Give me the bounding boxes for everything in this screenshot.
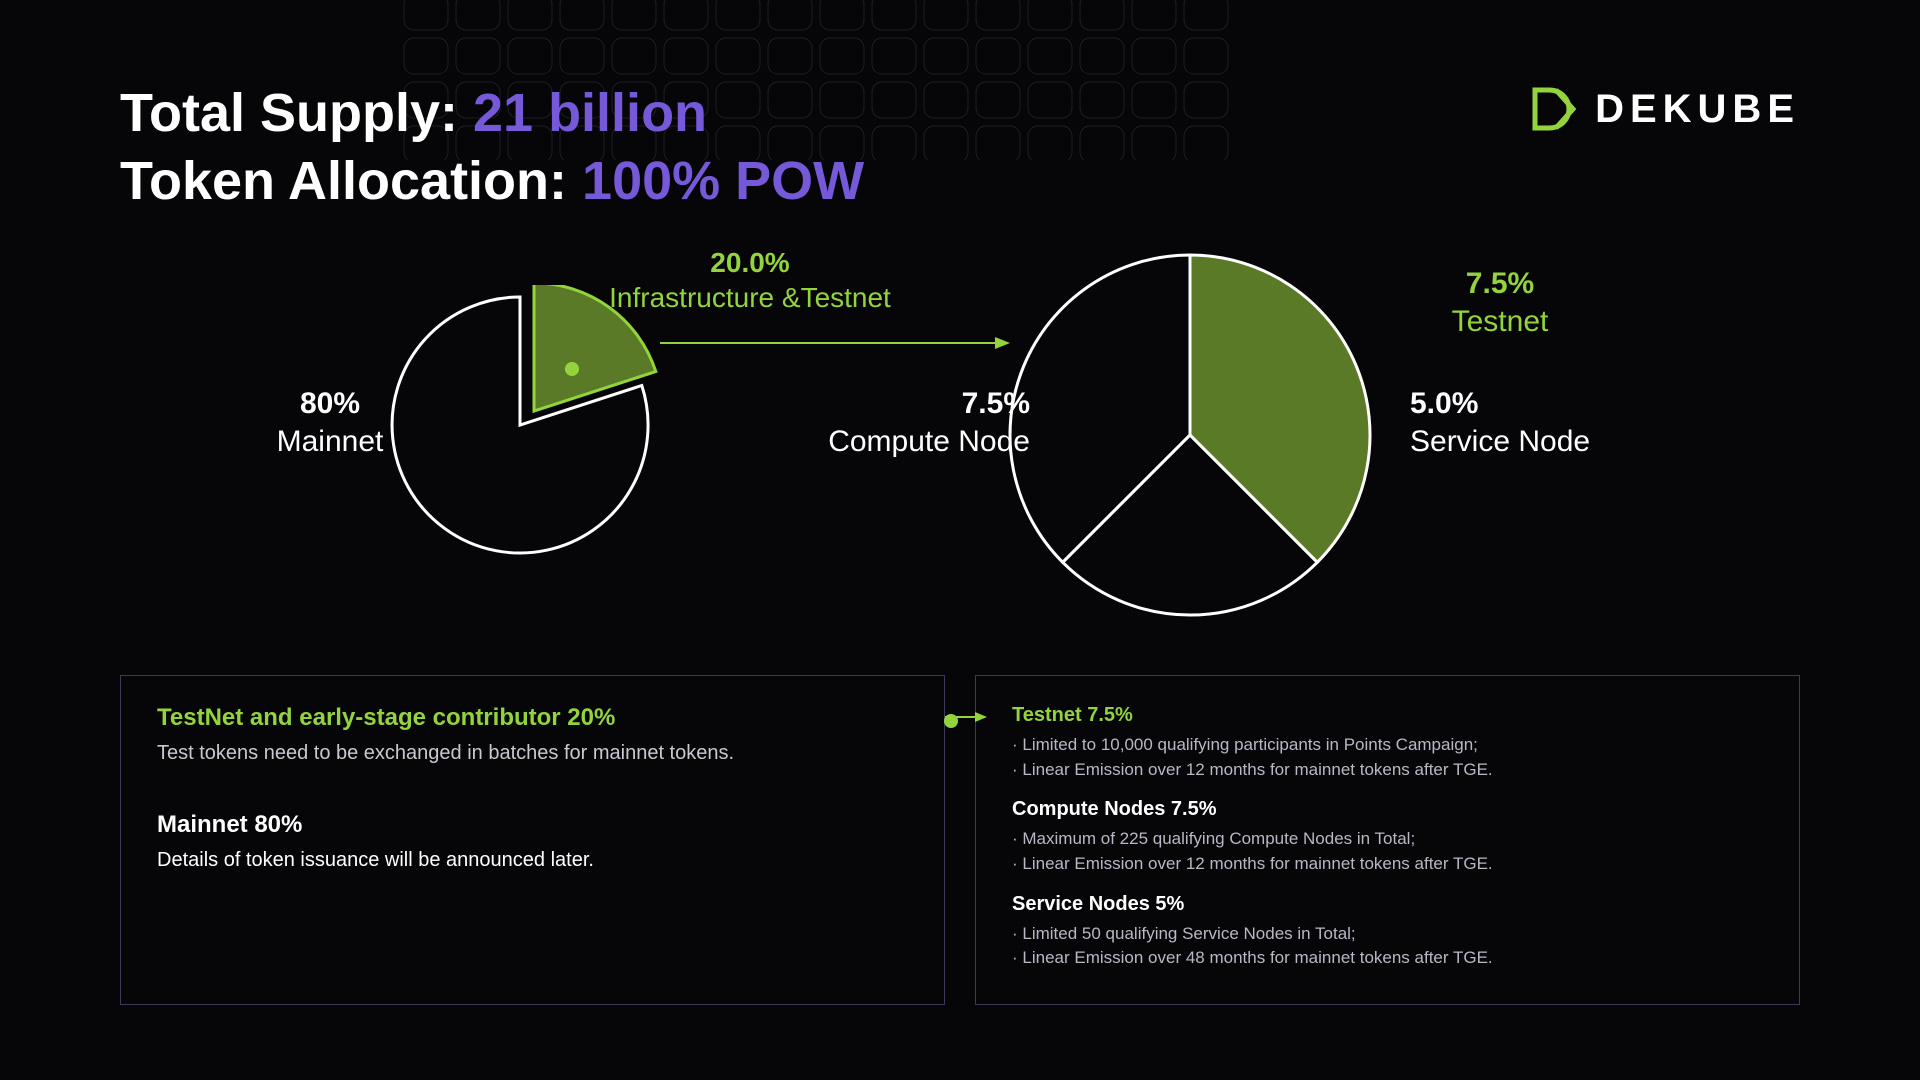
page: DEKUBE Total Supply: 21 billion Token Al… bbox=[0, 0, 1920, 1080]
label-testnet: 7.5% Testnet bbox=[1410, 265, 1590, 340]
label-testnet-pct: 7.5% bbox=[1410, 265, 1590, 303]
brand-logo: DEKUBE bbox=[1531, 86, 1800, 132]
heading-block: Total Supply: 21 billion Token Allocatio… bbox=[120, 80, 864, 215]
right-s1-text: Limited to 10,000 qualifying participant… bbox=[1012, 733, 1763, 782]
label-mainnet: 80% Mainnet bbox=[260, 385, 400, 460]
right-s2-text: Maximum of 225 qualifying Compute Nodes … bbox=[1012, 827, 1763, 876]
label-mainnet-name: Mainnet bbox=[260, 423, 400, 461]
logo-icon bbox=[1531, 86, 1577, 132]
right-s1-line2: Linear Emission over 12 months for mainn… bbox=[1012, 758, 1763, 783]
left-section1-title: TestNet and early-stage contributor 20% bbox=[157, 704, 908, 732]
label-service-node: 5.0% Service Node bbox=[1410, 385, 1630, 460]
left-section2-title: Mainnet 80% bbox=[157, 811, 908, 839]
connector-arrow bbox=[660, 333, 1010, 353]
brand-name: DEKUBE bbox=[1595, 87, 1800, 132]
heading-1-label: Total Supply: bbox=[120, 83, 458, 143]
right-s3-text: Limited 50 qualifying Service Nodes in T… bbox=[1012, 922, 1763, 971]
right-s1-title: Testnet 7.5% bbox=[1012, 704, 1763, 727]
left-section2-text: Details of token issuance will be announ… bbox=[157, 849, 908, 872]
info-box-right: Testnet 7.5% Limited to 10,000 qualifyin… bbox=[975, 675, 1800, 1005]
right-s3-line1: Limited 50 qualifying Service Nodes in T… bbox=[1012, 922, 1763, 947]
heading-2-label: Token Allocation: bbox=[120, 151, 567, 211]
charts-area: 20.0% Infrastructure &Testnet 80% Mainne… bbox=[220, 245, 1620, 665]
right-s3-line2: Linear Emission over 48 months for mainn… bbox=[1012, 946, 1763, 971]
right-s2-line2: Linear Emission over 12 months for mainn… bbox=[1012, 852, 1763, 877]
heading-line-2: Token Allocation: 100% POW bbox=[120, 148, 864, 216]
right-s2-line1: Maximum of 225 qualifying Compute Nodes … bbox=[1012, 827, 1763, 852]
right-s1-line1: Limited to 10,000 qualifying participant… bbox=[1012, 733, 1763, 758]
heading-1-value: 21 billion bbox=[473, 83, 707, 143]
label-service-name: Service Node bbox=[1410, 423, 1630, 461]
label-service-pct: 5.0% bbox=[1410, 385, 1630, 423]
label-testnet-name: Testnet bbox=[1410, 303, 1590, 341]
heading-line-1: Total Supply: 21 billion bbox=[120, 80, 864, 148]
pie-chart-breakdown bbox=[990, 235, 1390, 635]
heading-2-value: 100% POW bbox=[582, 151, 864, 211]
right-s3-title: Service Nodes 5% bbox=[1012, 893, 1763, 916]
right-s2-title: Compute Nodes 7.5% bbox=[1012, 798, 1763, 821]
label-infra-pct: 20.0% bbox=[590, 245, 910, 280]
box-connector-arrow-icon bbox=[945, 707, 989, 727]
pie-chart-total bbox=[380, 285, 660, 565]
left-section1-text: Test tokens need to be exchanged in batc… bbox=[157, 742, 908, 765]
info-boxes: TestNet and early-stage contributor 20% … bbox=[120, 675, 1800, 1005]
label-mainnet-pct: 80% bbox=[260, 385, 400, 423]
info-box-left: TestNet and early-stage contributor 20% … bbox=[120, 675, 945, 1005]
